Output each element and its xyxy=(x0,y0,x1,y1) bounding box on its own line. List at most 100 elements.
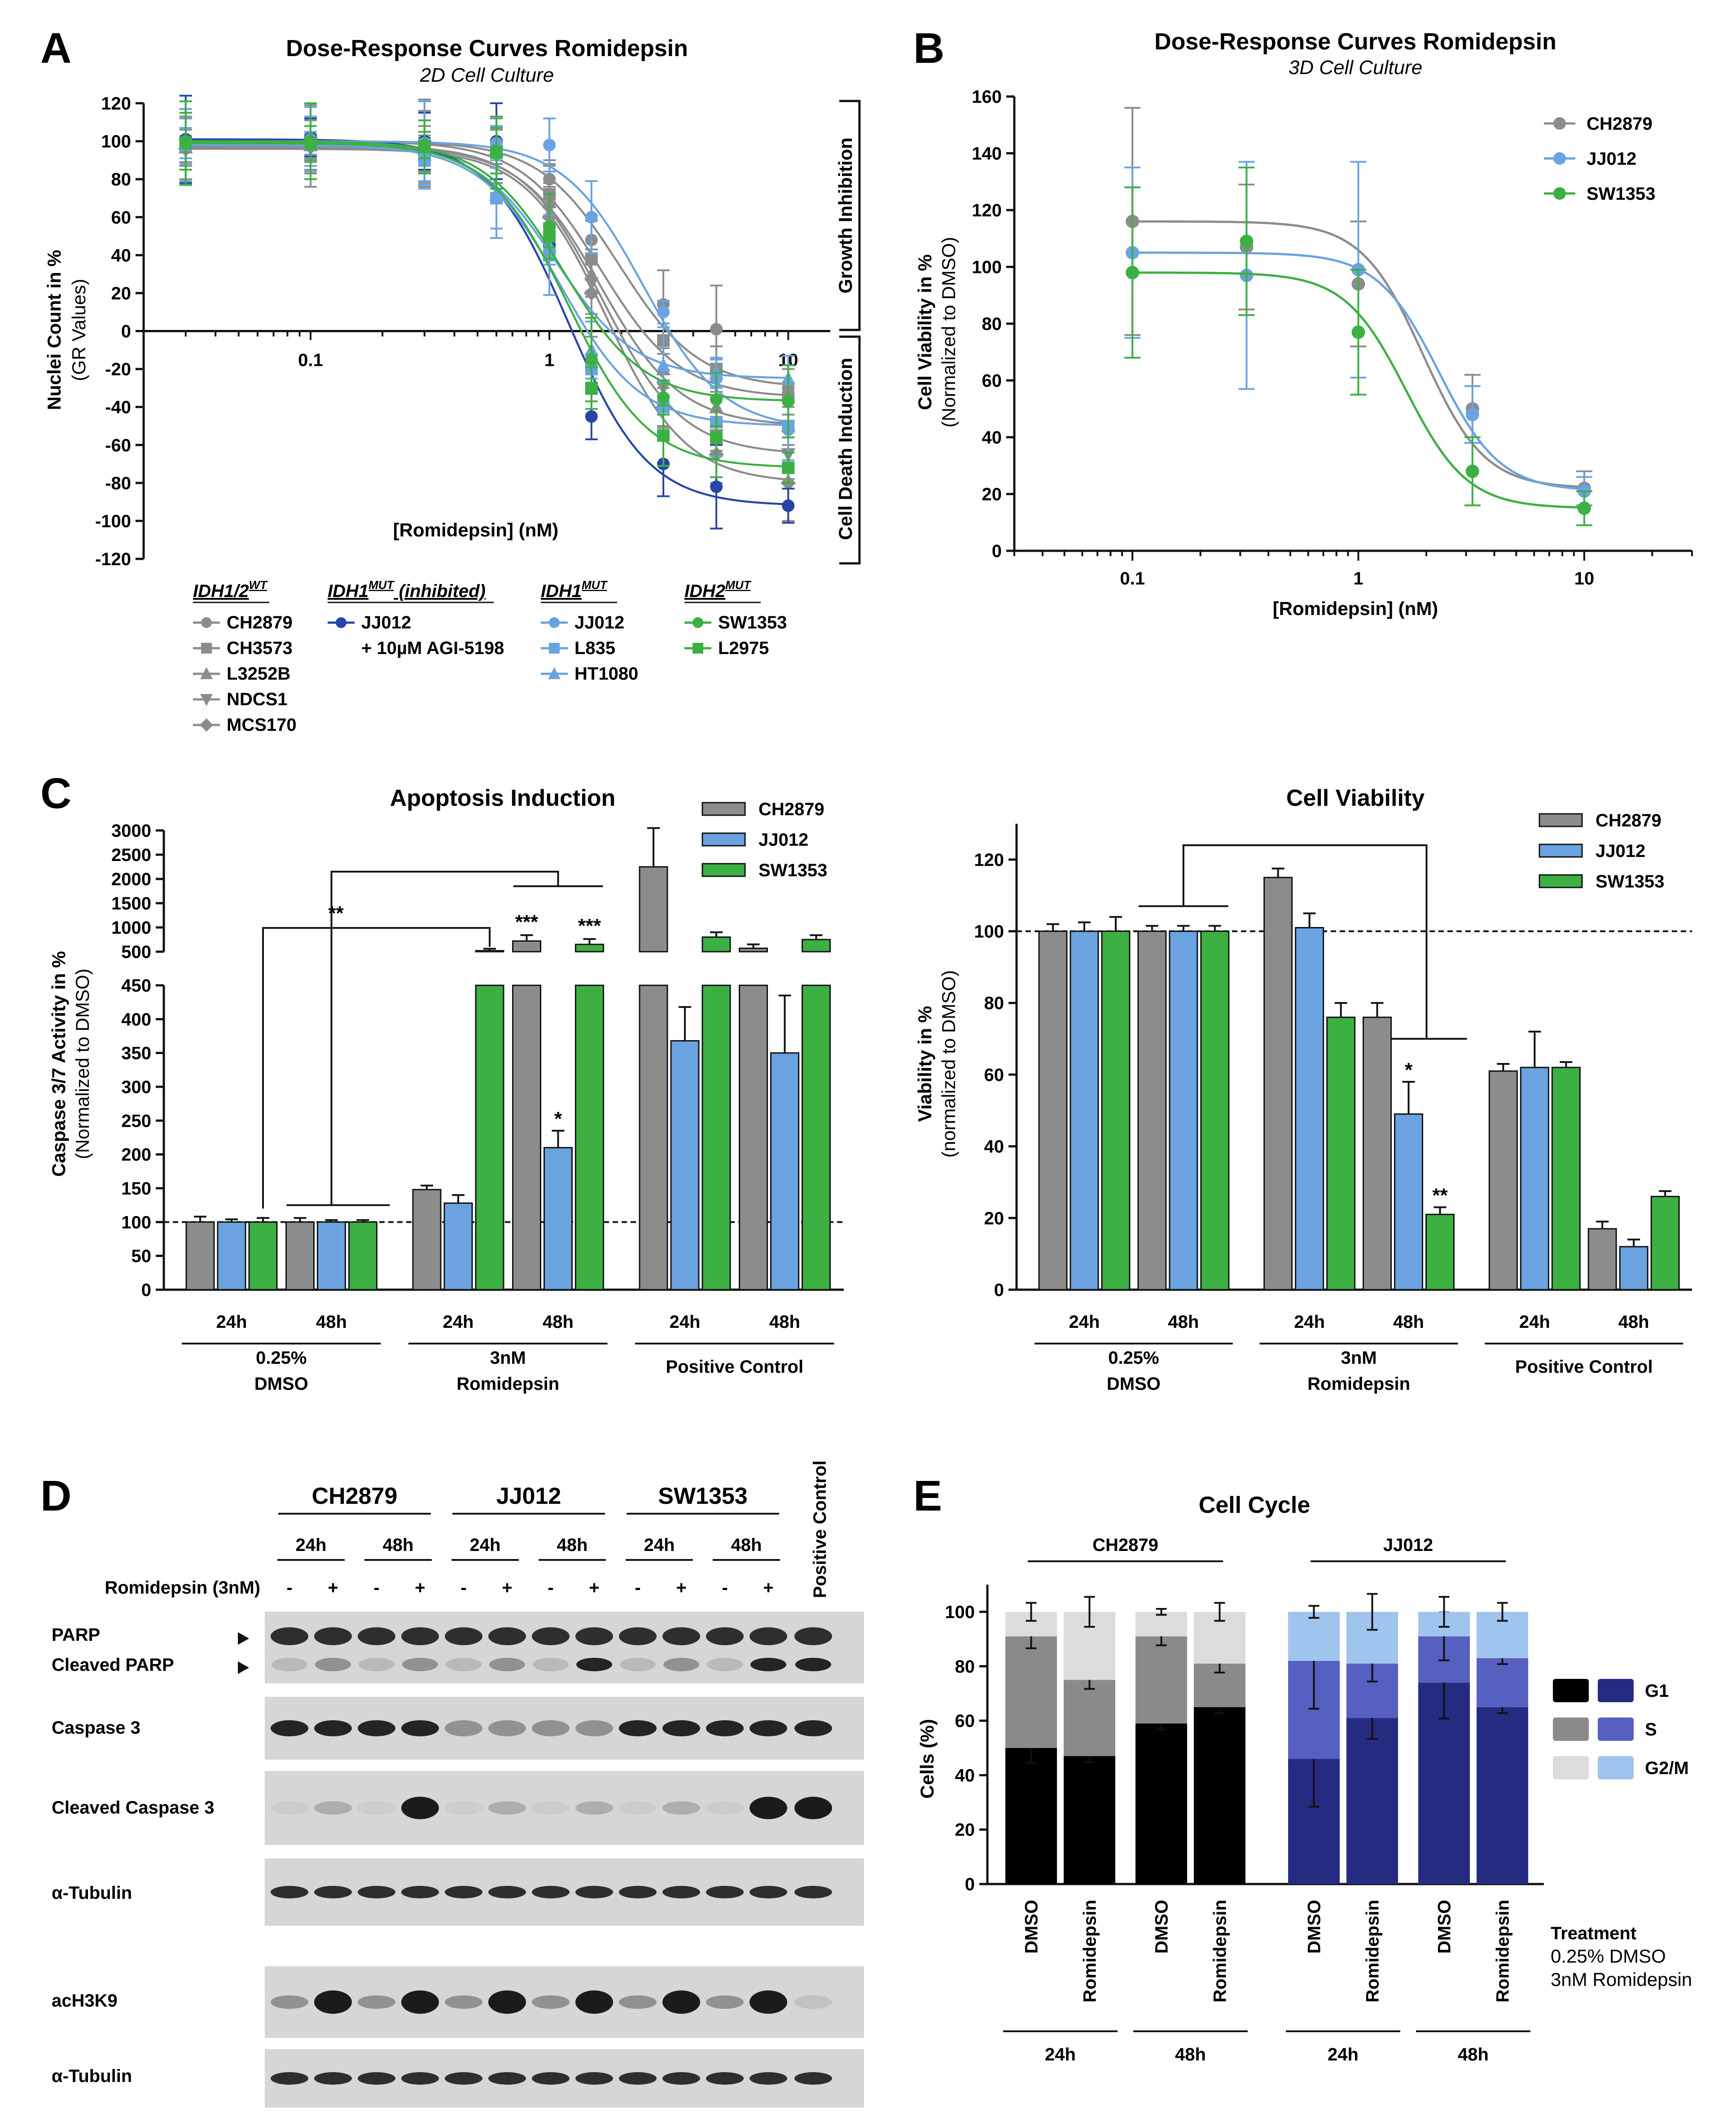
c1-bar-JJ012 xyxy=(317,1221,346,1291)
a-legend-header: IDH1/2WT xyxy=(193,578,268,601)
c1-ytick-label: 500 xyxy=(121,942,151,962)
b-ytick-label: 40 xyxy=(982,428,1002,448)
blot-band xyxy=(619,1886,657,1898)
a-legend-item: L2975 xyxy=(718,638,769,658)
blot-band xyxy=(314,2072,352,2085)
blot-time-label: 24h xyxy=(470,1535,501,1555)
a-point-L2975 xyxy=(710,431,723,444)
c2-ytick-label: 0 xyxy=(994,1280,1004,1300)
c-time-label: 48h xyxy=(1168,1312,1199,1332)
e-ytick-label: 60 xyxy=(955,1711,975,1731)
a-point-L2975 xyxy=(304,136,317,149)
blot-sign: + xyxy=(763,1578,773,1598)
a-legend-item: CH2879 xyxy=(227,613,293,633)
blot-band xyxy=(706,1886,744,1898)
c2-bar-CH2879 xyxy=(1263,877,1293,1291)
b-xtick-label: 0.1 xyxy=(1120,569,1145,589)
blot-sign: - xyxy=(635,1578,640,1598)
blot-band xyxy=(575,1627,613,1645)
blot-time-label: 48h xyxy=(383,1535,414,1555)
c1-comparison-bracket xyxy=(330,870,559,1205)
blot-band xyxy=(576,1658,612,1671)
blot-band xyxy=(662,1990,700,2014)
a-point-CH2879 xyxy=(710,323,723,336)
a-xtick-label: 0.1 xyxy=(298,351,323,370)
a-ytick-label: -60 xyxy=(105,435,131,455)
blot-band xyxy=(358,1801,395,1815)
c-legend-item: JJ012 xyxy=(1596,841,1645,861)
blot-arrow xyxy=(238,1632,249,1645)
blot-band xyxy=(314,1886,352,1898)
blot-band xyxy=(488,1886,526,1898)
a-ytick-label: -40 xyxy=(105,398,131,417)
c-group-label: DMSO xyxy=(254,1374,308,1394)
apoptosis-title: Apoptosis Induction xyxy=(390,785,616,811)
a-point-JJ012 + 10µM AGI-5198 xyxy=(585,410,598,423)
blot-band xyxy=(401,1797,439,1819)
e-legend-item: G1 xyxy=(1645,1681,1669,1701)
e-legend-swatch xyxy=(1598,1679,1634,1702)
a-point-JJ012 xyxy=(585,211,598,224)
e-bar-label: Romidepsin xyxy=(1363,1900,1383,2003)
a-curve-MCS170 xyxy=(185,148,789,481)
blot-band xyxy=(532,2072,570,2085)
a-curve-L2975 xyxy=(185,142,789,468)
a-legend-item: MCS170 xyxy=(227,715,297,735)
apoptosis-plot: 4504003503002502001501005003000250020001… xyxy=(111,799,844,1394)
c1-bar-SW1353 xyxy=(248,1221,278,1291)
e-legend-item: G2/M xyxy=(1645,1758,1689,1778)
blot-band xyxy=(445,1801,482,1815)
c1-star: * xyxy=(554,1108,562,1130)
e-legend-swatch xyxy=(1553,1717,1589,1741)
blot-sign: + xyxy=(502,1578,512,1598)
cell-cycle-plot: 100 80 60 40 20 0 DMSO Romidepsin DMSO Romidepsin… xyxy=(945,1535,1692,2065)
c1-ytick-label: 3000 xyxy=(111,821,151,841)
e-bar-G1 xyxy=(1135,1723,1187,1884)
c2-bar-JJ012 xyxy=(1394,1113,1423,1291)
c-group-label: 3nM xyxy=(490,1348,526,1368)
a-ytick-label: 0 xyxy=(121,322,131,342)
blot-band xyxy=(401,2072,439,2085)
blot-band xyxy=(271,1886,308,1898)
b-legend-item: CH2879 xyxy=(1587,114,1653,134)
blot-band xyxy=(750,1990,787,2014)
e-bar-label: Romidepsin xyxy=(1210,1900,1230,2003)
apoptosis-ylabel: Caspase 3/7 Activity in % xyxy=(48,951,69,1177)
c-legend-swatch xyxy=(1539,843,1583,858)
e-group-label: JJ012 xyxy=(1383,1535,1433,1555)
b-xtick-label: 1 xyxy=(1353,569,1363,589)
a-legend-marker xyxy=(201,617,212,628)
blot-band xyxy=(445,1886,482,1898)
blot-cell-line: CH2879 xyxy=(312,1483,398,1509)
e-ytick-label: 80 xyxy=(955,1657,975,1677)
a-legend-item: SW1353 xyxy=(718,613,787,633)
c-legend-swatch xyxy=(1539,813,1583,827)
blot-band xyxy=(488,2072,526,2085)
a-curve-NDCS1 xyxy=(185,144,789,453)
blot-sign: - xyxy=(722,1578,728,1598)
panel-b-title: Dose-Response Curves Romidepsin xyxy=(1154,29,1556,55)
c-group-label: Romidepsin xyxy=(456,1374,559,1394)
blot-time-label: 48h xyxy=(731,1535,762,1555)
a-point-SW1353 xyxy=(782,395,795,408)
blot-band xyxy=(707,1658,743,1671)
c1-bar-SW1353 xyxy=(348,1221,377,1291)
a-legend-marker xyxy=(693,617,703,628)
c2-bar-SW1353 xyxy=(1425,1213,1455,1291)
c2-ytick-label: 120 xyxy=(974,850,1004,870)
c-time-label: 24h xyxy=(670,1312,701,1332)
blot-band xyxy=(488,1627,526,1645)
blot-row-label: Caspase 3 xyxy=(52,1718,140,1738)
bracket-growth-label: Growth Inhibition xyxy=(835,137,856,294)
blot-cell-line: JJ012 xyxy=(496,1483,561,1509)
blot-row-label: Cleaved Caspase 3 xyxy=(52,1798,214,1818)
e-bar-G2/M xyxy=(1288,1612,1340,1661)
c1-bar-upper-SW1353 xyxy=(575,944,604,953)
b-legend-marker xyxy=(1553,187,1566,200)
c1-bar-CH2879 xyxy=(285,1221,315,1291)
panel-b-plot: 160 140 120 100 80 60 40 20 0 0.1 1 10 CH2879 JJ012 SW… xyxy=(972,87,1693,589)
e-group-label: CH2879 xyxy=(1092,1535,1158,1555)
a-curve-SW1353 xyxy=(185,140,789,402)
e-bar-G1 xyxy=(1346,1718,1398,1884)
b-ytick-label: 60 xyxy=(982,371,1002,391)
